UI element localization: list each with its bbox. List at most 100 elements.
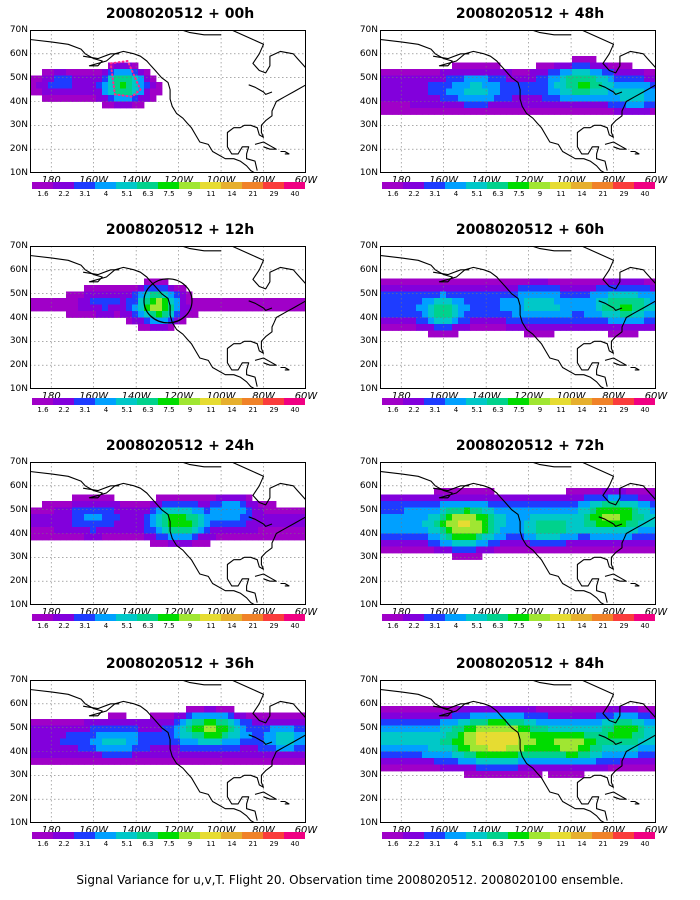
variance-cell xyxy=(42,507,49,515)
colorbar-swatch xyxy=(445,398,466,405)
variance-cell xyxy=(102,304,109,312)
colorbar-label: 9 xyxy=(187,190,193,198)
variance-cell xyxy=(542,317,549,325)
variance-cell xyxy=(398,69,405,76)
coastline xyxy=(30,470,256,605)
variance-cell xyxy=(386,317,393,325)
variance-cell xyxy=(452,745,459,752)
variance-cell xyxy=(536,764,543,772)
variance-cell xyxy=(174,712,181,720)
variance-cell xyxy=(536,732,543,739)
variance-cell xyxy=(614,62,621,70)
variance-cell xyxy=(386,88,393,96)
variance-cell xyxy=(416,764,423,772)
variance-cell xyxy=(608,751,615,759)
variance-cell xyxy=(410,494,417,502)
variance-cell xyxy=(458,540,465,547)
variance-cell xyxy=(554,95,561,102)
variance-cell xyxy=(174,520,181,528)
variance-cell xyxy=(446,732,453,739)
coastline xyxy=(231,246,306,290)
variance-cell xyxy=(168,751,175,759)
variance-cell xyxy=(204,540,211,547)
variance-cell xyxy=(380,751,387,759)
variance-cell xyxy=(506,533,513,541)
variance-cell xyxy=(596,291,603,299)
variance-cell xyxy=(156,514,163,521)
variance-cell xyxy=(410,751,417,759)
coastline xyxy=(380,254,606,389)
variance-cell xyxy=(216,304,223,312)
colorbar-label: 3.1 xyxy=(429,622,441,630)
longitude-tick-label: 160W xyxy=(429,825,459,836)
map-panel: 2008020512 + 12h 70N 60N 50N 40N 30N 20N 10N 180… xyxy=(0,216,340,434)
variance-cell xyxy=(560,540,567,547)
variance-cell xyxy=(632,324,639,331)
variance-cell xyxy=(632,330,639,338)
variance-cell xyxy=(530,291,537,299)
variance-cell xyxy=(476,514,483,521)
variance-cell xyxy=(434,291,441,299)
variance-cell xyxy=(566,725,573,733)
variance-cell xyxy=(114,311,121,318)
variance-cell xyxy=(548,62,555,70)
colorbar-swatch xyxy=(32,832,53,839)
variance-cell xyxy=(192,706,199,713)
variance-cell xyxy=(554,732,561,739)
variance-cell xyxy=(36,304,43,312)
variance-cell xyxy=(524,706,531,713)
variance-cell xyxy=(428,706,435,713)
variance-cell xyxy=(162,317,169,325)
colorbar-label: 11 xyxy=(556,622,566,630)
colorbar-label: 9 xyxy=(537,622,543,630)
variance-cell xyxy=(554,108,561,115)
variance-cell xyxy=(126,501,133,508)
variance-cell xyxy=(452,494,459,502)
variance-cell xyxy=(428,501,435,508)
colorbar-swatch xyxy=(137,614,158,621)
variance-cell xyxy=(114,95,121,102)
variance-cell xyxy=(554,317,561,325)
latitude-tick-label: 70N xyxy=(359,675,378,685)
colorbar-swatch xyxy=(487,614,508,621)
variance-cell xyxy=(440,88,447,96)
variance-cell xyxy=(500,758,507,765)
variance-cell xyxy=(566,278,573,286)
variance-cell xyxy=(596,69,603,76)
latitude-tick-label: 50N xyxy=(9,72,28,83)
variance-cell xyxy=(198,732,205,739)
variance-cell xyxy=(506,324,513,331)
variance-cell xyxy=(458,738,465,746)
variance-cell xyxy=(386,101,393,109)
variance-cell xyxy=(192,732,199,739)
variance-cell xyxy=(476,507,483,515)
variance-cell xyxy=(114,304,121,312)
variance-cell xyxy=(632,285,639,292)
variance-cell xyxy=(590,82,597,89)
variance-cell xyxy=(422,706,429,713)
colorbar-swatch xyxy=(158,182,179,189)
variance-cell xyxy=(434,304,441,312)
latitude-tick-label: 30N xyxy=(9,552,28,563)
variance-cell xyxy=(108,507,115,515)
variance-cell xyxy=(578,317,585,325)
variance-cell xyxy=(114,738,121,746)
variance-cell xyxy=(162,304,169,312)
variance-cell xyxy=(626,520,633,528)
variance-cell xyxy=(602,751,609,759)
variance-cell xyxy=(452,706,459,713)
variance-cell xyxy=(536,304,543,312)
variance-cell xyxy=(446,764,453,772)
variance-cell xyxy=(168,719,175,726)
variance-cell xyxy=(398,317,405,325)
colorbar-swatch xyxy=(242,614,263,621)
variance-cell xyxy=(428,324,435,331)
variance-cell xyxy=(494,278,501,286)
variance-cell xyxy=(228,712,235,720)
variance-cell xyxy=(464,278,471,286)
figure-caption: Signal Variance for u,v,T. Flight 20. Ob… xyxy=(76,873,624,887)
variance-cell xyxy=(228,745,235,752)
variance-cell xyxy=(530,298,537,305)
variance-cell xyxy=(608,507,615,515)
variance-cell xyxy=(258,732,265,739)
